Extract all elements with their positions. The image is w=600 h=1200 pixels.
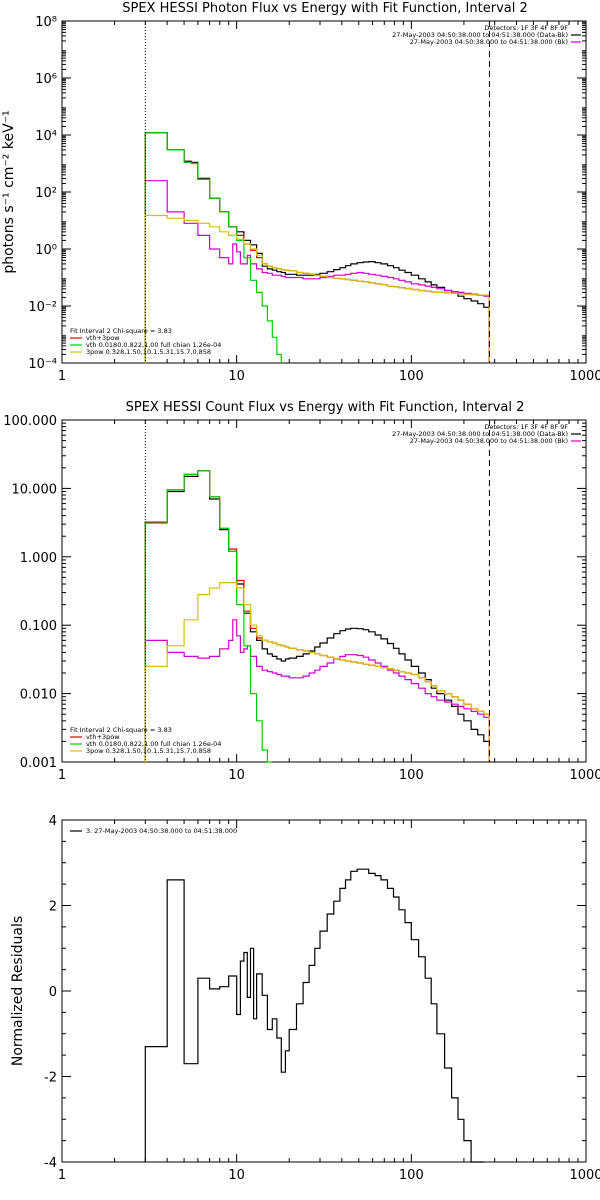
legend-entry: 3pow 0.328,1.50,10.1,5.31,15.7,0.858 [86,348,211,356]
series-line-bk [144,619,490,762]
photon-flux-title: SPEX HESSI Photon Flux vs Energy with Fi… [122,1,528,16]
y-tick-label: 10⁴ [35,129,57,144]
x-tick-label: 10 [228,768,245,783]
legend-entry: 27-May-2003 04:50:38.000 to 04:51:38.000… [392,430,568,438]
y-tick-label: 4 [49,814,57,829]
residuals-ticks: 1 10 100 1000 -4 -2 0 2 4 [44,814,600,1183]
legend-entry: Detectors: 1F 3F 4F 8F 9F [484,423,568,431]
photon-flux-legend-bottom: Fit Interval 2 Chi-square = 3.83vth+3pow… [70,327,221,356]
series-line-residuals [144,868,484,1163]
y-tick-label: 10² [35,186,57,201]
photon-flux-vlines [144,21,490,363]
y-tick-label: 2 [49,900,57,915]
y-tick-label: 0 [49,985,57,1000]
series-line-vth [144,132,282,363]
residuals-plot-frame [61,819,587,1163]
x-tick-label: 1000 [569,768,600,783]
count-flux-title: SPEX HESSI Count Flux vs Energy with Fit… [126,400,525,415]
y-tick-label: 0.010 [20,688,57,703]
residuals-ylabel: Normalized Residuals [10,916,26,1066]
photon-flux-ticks: 1 10 100 1000 10⁻⁴ 10⁻² 10⁰ 10² 10⁴ 10⁶ 10⁸ [28,15,600,384]
legend-entry: 3. 27-May-2003 04:50:38.000 to 04:51:38.… [86,827,237,835]
legend-entry: 27-May-2003 04:50:38.000 to 04:51:38.000… [392,31,568,39]
count-flux-plot-frame [61,419,587,763]
legend-entry: vth+3pow [86,733,120,741]
residuals-legend-top: 3. 27-May-2003 04:50:38.000 to 04:51:38.… [70,827,237,835]
legend-entry: vth 0.0180,0.822,1.00 full chian 1.26e-0… [86,740,221,748]
y-tick-label: 0.100 [20,619,57,634]
legend-entry: Fit Interval 2 Chi-square = 3.83 [70,726,172,734]
y-tick-label: 0.001 [20,756,57,771]
legend-entry: Fit Interval 2 Chi-square = 3.83 [70,327,172,335]
residuals-series [144,868,484,1163]
series-line-3pow [144,582,490,762]
series-line-data-bk [144,132,490,363]
legend-entry: vth 0.0180,0.822,1.00 full chian 1.26e-0… [86,341,221,349]
x-tick-label: 100 [399,369,424,384]
x-tick-label: 10 [228,1168,245,1183]
y-tick-label: 10⁻² [28,300,57,315]
x-tick-label: 100 [399,1168,424,1183]
count-flux-legend-bottom: Fit Interval 2 Chi-square = 3.83vth+3pow… [70,726,221,755]
y-tick-label: 10⁶ [35,72,57,87]
y-tick-label: -4 [44,1156,57,1171]
series-line-vth [144,470,273,763]
x-tick-label: 1 [58,369,66,384]
x-tick-label: 1 [58,1168,66,1183]
y-tick-label: 1.000 [20,551,57,566]
photon-flux-plot-frame [61,20,587,364]
series-line-vth-3pow [144,132,490,363]
x-tick-label: 1 [58,768,66,783]
photon-flux-series [144,132,490,363]
legend-entry: 27-May-2003 04:50:38.000 to 04:51:38.000… [410,437,568,445]
legend-entry: 27-May-2003 04:50:38.000 to 04:51:38.000… [410,38,568,46]
residuals-panel: Normalized Residuals 1 10 100 1000 -4 -2 0 2 4 3… [10,814,600,1183]
legend-entry: Detectors: 1F 3F 4F 8F 9F [484,24,568,32]
legend-entry: 3pow 0.328,1.50,10.1,5.31,15.7,0.858 [86,747,211,755]
photon-flux-panel: SPEX HESSI Photon Flux vs Energy with Fi… [1,1,600,384]
x-tick-label: 1000 [569,1168,600,1183]
y-tick-label: 10⁰ [35,243,57,258]
count-flux-ticks: 1 10 100 1000 0.001 0.010 0.100 1.000 10.000 100.… [3,414,600,783]
x-tick-label: 10 [228,369,245,384]
series-line-vth-3pow [144,470,490,762]
legend-entry: vth+3pow [86,334,120,342]
y-tick-label: 10.000 [12,482,58,497]
x-tick-label: 100 [399,768,424,783]
count-flux-panel: SPEX HESSI Count Flux vs Energy with Fit… [3,400,600,783]
series-line-bk [144,180,490,363]
series-line-data-bk [144,470,490,762]
series-line-3pow [144,214,490,363]
count-flux-vlines [144,420,490,762]
y-tick-label: -2 [44,1071,57,1086]
x-tick-label: 1000 [569,369,600,384]
y-tick-label: 10⁸ [35,15,57,30]
y-tick-label: 100.000 [3,414,57,429]
photon-flux-ylabel: photons s⁻¹ cm⁻² keV⁻¹ [1,110,17,273]
count-flux-series [144,470,490,763]
y-tick-label: 10⁻⁴ [28,357,57,372]
